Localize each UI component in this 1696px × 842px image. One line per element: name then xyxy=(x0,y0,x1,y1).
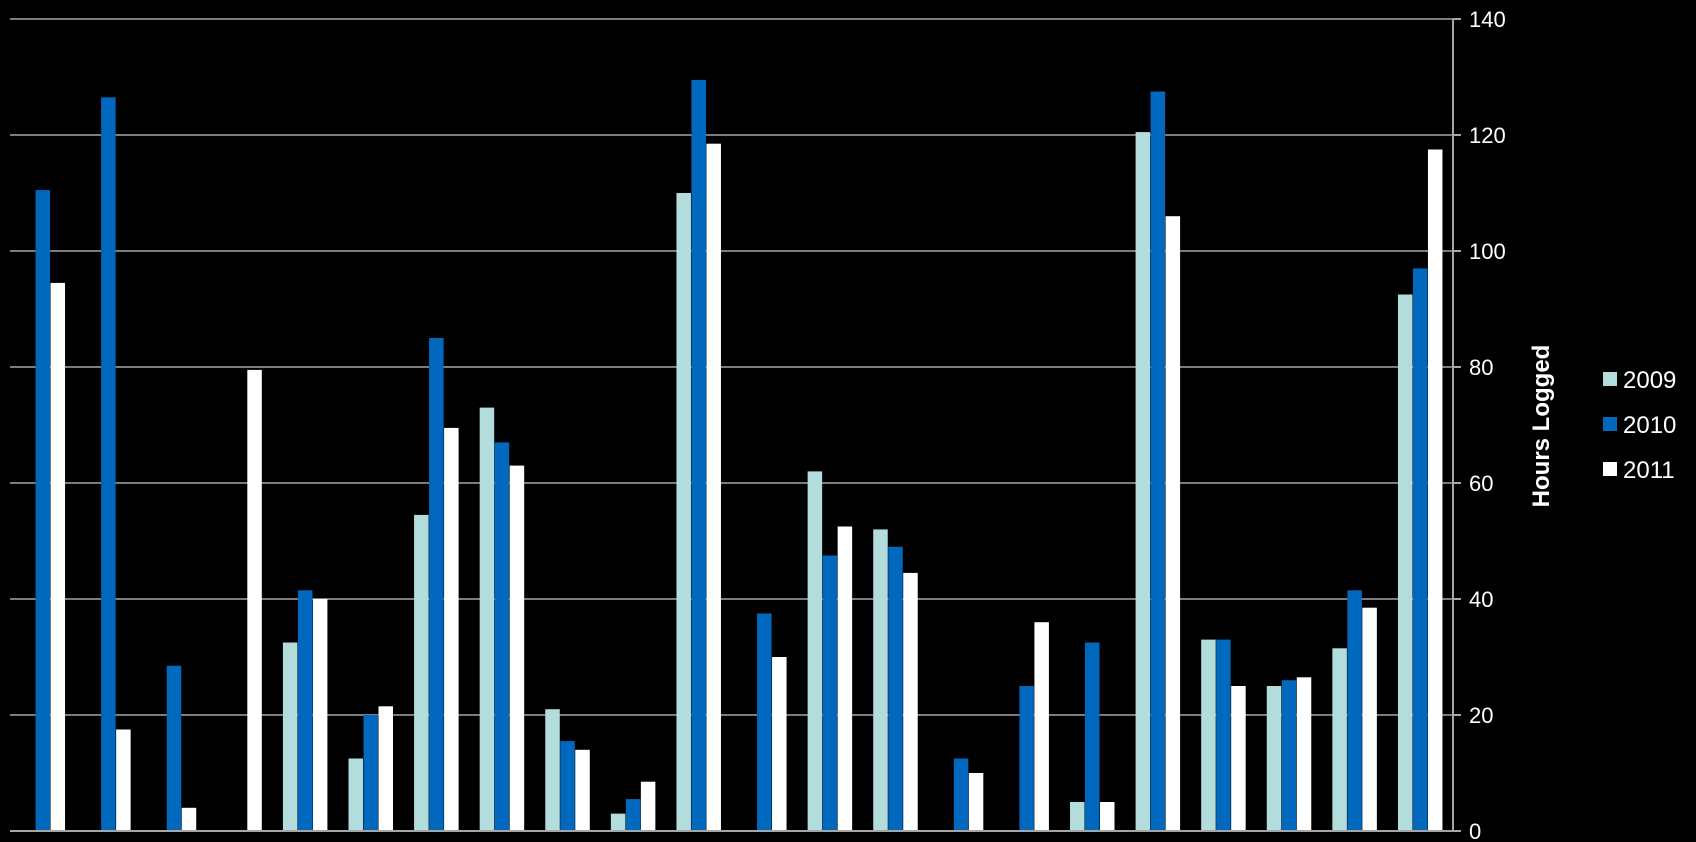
bar-2009 xyxy=(348,758,363,831)
y-tick-label: 60 xyxy=(1469,471,1493,496)
legend-label-2011: 2011 xyxy=(1623,457,1675,484)
y-tick-label: 100 xyxy=(1469,239,1506,264)
bar-2010 xyxy=(888,546,903,831)
bar-2011 xyxy=(1231,686,1246,831)
bar-2011 xyxy=(968,773,984,831)
bar-2010 xyxy=(1216,639,1231,831)
bar-2010 xyxy=(1085,642,1100,831)
legend-label-2009: 2009 xyxy=(1623,367,1676,394)
bar-2010 xyxy=(101,97,116,832)
gridlines xyxy=(10,18,1453,716)
bar-2009 xyxy=(610,813,626,831)
bar-2009 xyxy=(873,529,888,831)
bar-2011 xyxy=(247,369,262,831)
bar-2009 xyxy=(479,407,495,831)
legend: 2009 2010 2011 xyxy=(1603,367,1676,484)
bar-2011 xyxy=(444,427,459,831)
bar-2011 xyxy=(772,657,787,831)
bar-2011 xyxy=(640,781,656,831)
bar-2011 xyxy=(1296,677,1312,831)
y-tick-labels: 0 20 40 60 80 100 120 140 xyxy=(1453,7,1506,842)
bar-2010 xyxy=(1281,680,1297,831)
bar-2011 xyxy=(378,706,393,831)
bar-2011 xyxy=(1100,802,1115,831)
bar-2011 xyxy=(1427,149,1443,831)
bar-2009 xyxy=(1332,648,1347,831)
bar-2009 xyxy=(676,193,691,831)
bar-2010 xyxy=(494,442,510,831)
legend-swatch-2011 xyxy=(1603,462,1617,476)
bar-2010 xyxy=(363,715,378,831)
legend-swatch-2009 xyxy=(1603,372,1617,386)
bar-2011 xyxy=(50,282,66,831)
bar-2011 xyxy=(181,807,197,831)
bar-2009 xyxy=(1135,132,1151,832)
y-tick-label: 20 xyxy=(1469,703,1493,728)
y-tick-label: 40 xyxy=(1469,587,1493,612)
bar-2010 xyxy=(166,665,182,831)
bars xyxy=(35,79,1443,832)
bar-2010 xyxy=(757,613,772,831)
bar-2009 xyxy=(1070,802,1085,831)
y-axis xyxy=(10,19,1454,832)
bar-2011 xyxy=(116,729,131,831)
bar-2010 xyxy=(1412,268,1428,831)
bar-2009 xyxy=(282,642,298,831)
bar-2011 xyxy=(1165,216,1181,831)
bar-2011 xyxy=(509,465,525,831)
y-tick-label: 0 xyxy=(1469,819,1481,842)
bar-2010 xyxy=(1150,91,1166,831)
bar-2009 xyxy=(1201,639,1216,831)
bar-2010 xyxy=(625,799,641,831)
y-tick-label: 120 xyxy=(1469,123,1506,148)
bar-2010 xyxy=(691,79,706,831)
bar-2011 xyxy=(706,143,721,831)
bar-2010 xyxy=(822,555,838,831)
bar-2010 xyxy=(429,338,444,831)
bar-2011 xyxy=(312,599,328,831)
bar-2010 xyxy=(953,758,969,831)
legend-label-2010: 2010 xyxy=(1623,412,1676,439)
bar-2010 xyxy=(297,590,313,831)
bar-2011 xyxy=(1362,607,1377,831)
y-tick-label: 140 xyxy=(1469,7,1506,32)
bar-2009 xyxy=(414,514,429,831)
legend-swatch-2010 xyxy=(1603,417,1617,431)
bar-2010 xyxy=(1019,686,1034,831)
bar-2009 xyxy=(807,471,823,831)
bar-2010 xyxy=(35,190,51,832)
bar-2009 xyxy=(1397,294,1413,831)
bar-2010 xyxy=(1347,590,1362,831)
bar-2010 xyxy=(560,741,575,831)
bar-2009 xyxy=(1266,686,1282,831)
y-tick-label: 80 xyxy=(1469,355,1493,380)
bar-2011 xyxy=(575,749,590,831)
bar-2011 xyxy=(837,526,853,831)
y-axis-label: Hours Logged xyxy=(1528,345,1555,508)
bar-2011 xyxy=(903,572,918,831)
bar-2011 xyxy=(1034,622,1049,831)
bar-2009 xyxy=(545,709,560,831)
